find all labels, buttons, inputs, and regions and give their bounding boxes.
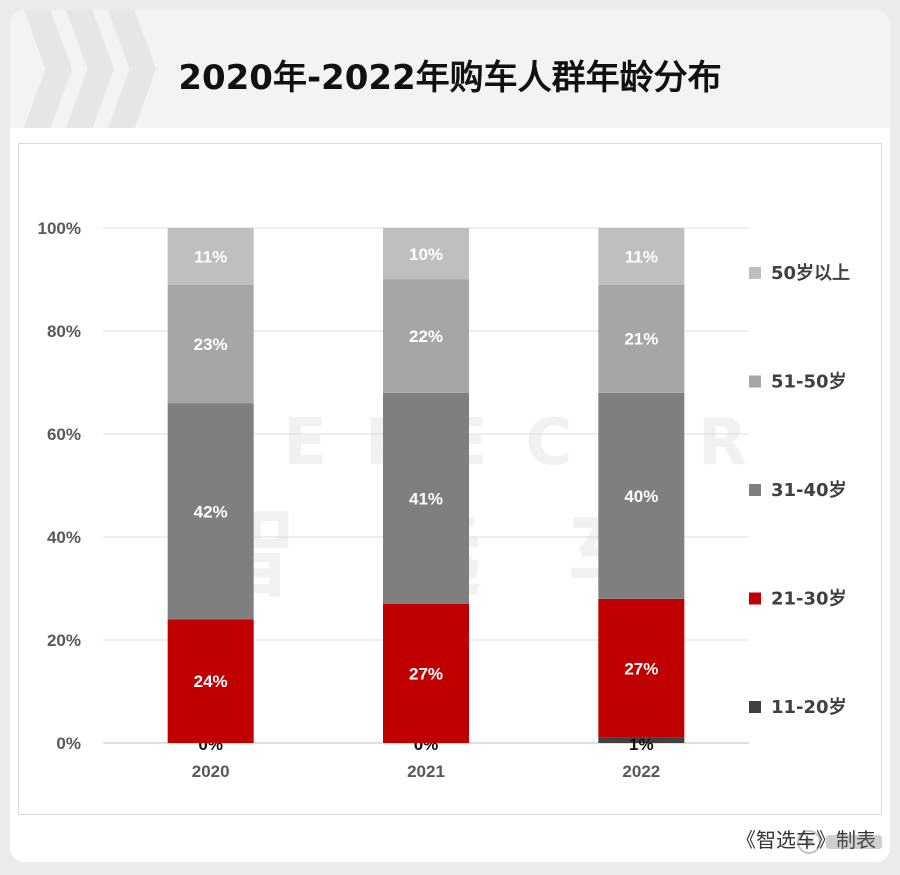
legend-swatch [749, 701, 761, 713]
bar-segment [598, 228, 685, 285]
legend-swatch [749, 267, 761, 279]
data-label: 11% [194, 247, 227, 266]
y-tick-label: 20% [47, 631, 81, 650]
bar-segment [167, 284, 254, 404]
bar-segment [598, 392, 685, 599]
bar-segment [167, 619, 254, 743]
y-tick-label: 80% [47, 322, 81, 341]
data-label: 10% [409, 245, 443, 264]
data-label: 27% [409, 664, 443, 683]
data-label: 41% [409, 489, 443, 508]
data-label: 1% [629, 735, 654, 754]
chart-card: 2020年-2022年购车人群年龄分布 SELECAR 智 选 车 0%20%4… [10, 10, 890, 862]
bar-segment [383, 228, 469, 280]
footer-credit: 《智选车》制表 [736, 824, 876, 853]
legend-swatch [749, 592, 761, 605]
title-banner: 2020年-2022年购车人群年龄分布 [10, 10, 890, 128]
data-label: 21% [624, 330, 658, 349]
y-tick-label: 100% [38, 219, 81, 238]
data-label: 22% [409, 327, 443, 346]
data-label: 23% [194, 335, 228, 354]
data-label: 24% [194, 672, 228, 691]
chart-area: SELECAR 智 选 车 0%20%40%60%80%100%0%24%42%… [18, 143, 882, 815]
bar-segment [167, 403, 254, 620]
y-tick-label: 0% [56, 734, 81, 753]
legend-swatch [749, 375, 761, 388]
legend-label: 31-40岁 [771, 479, 847, 501]
bar-segment [598, 284, 685, 393]
data-label: 40% [624, 487, 658, 506]
legend-label: 50岁以上 [771, 262, 850, 284]
bar-segment [598, 737, 685, 743]
y-tick-label: 60% [47, 425, 81, 444]
bar-segment [383, 392, 469, 604]
data-label: 42% [194, 502, 228, 521]
legend-label: 11-20岁 [771, 696, 847, 718]
legend-label: 21-30岁 [771, 588, 847, 610]
bar-segment [383, 603, 469, 743]
legend-label: 51-50岁 [771, 371, 847, 393]
x-tick-label: 2021 [407, 762, 445, 781]
x-tick-label: 2022 [622, 762, 660, 781]
chart-title: 2020年-2022年购车人群年龄分布 [178, 58, 722, 98]
y-tick-label: 40% [47, 528, 81, 547]
site-logo-icon [797, 830, 882, 854]
data-label: 27% [624, 659, 658, 678]
legend-swatch [749, 484, 761, 496]
data-label: 11% [625, 247, 658, 266]
bar-segment [598, 598, 685, 738]
bar-segment [383, 279, 469, 393]
x-tick-label: 2020 [192, 762, 230, 781]
bar-segment [167, 228, 254, 285]
stacked-bar-chart: 0%20%40%60%80%100%0%24%42%23%11%20200%27… [38, 219, 851, 781]
